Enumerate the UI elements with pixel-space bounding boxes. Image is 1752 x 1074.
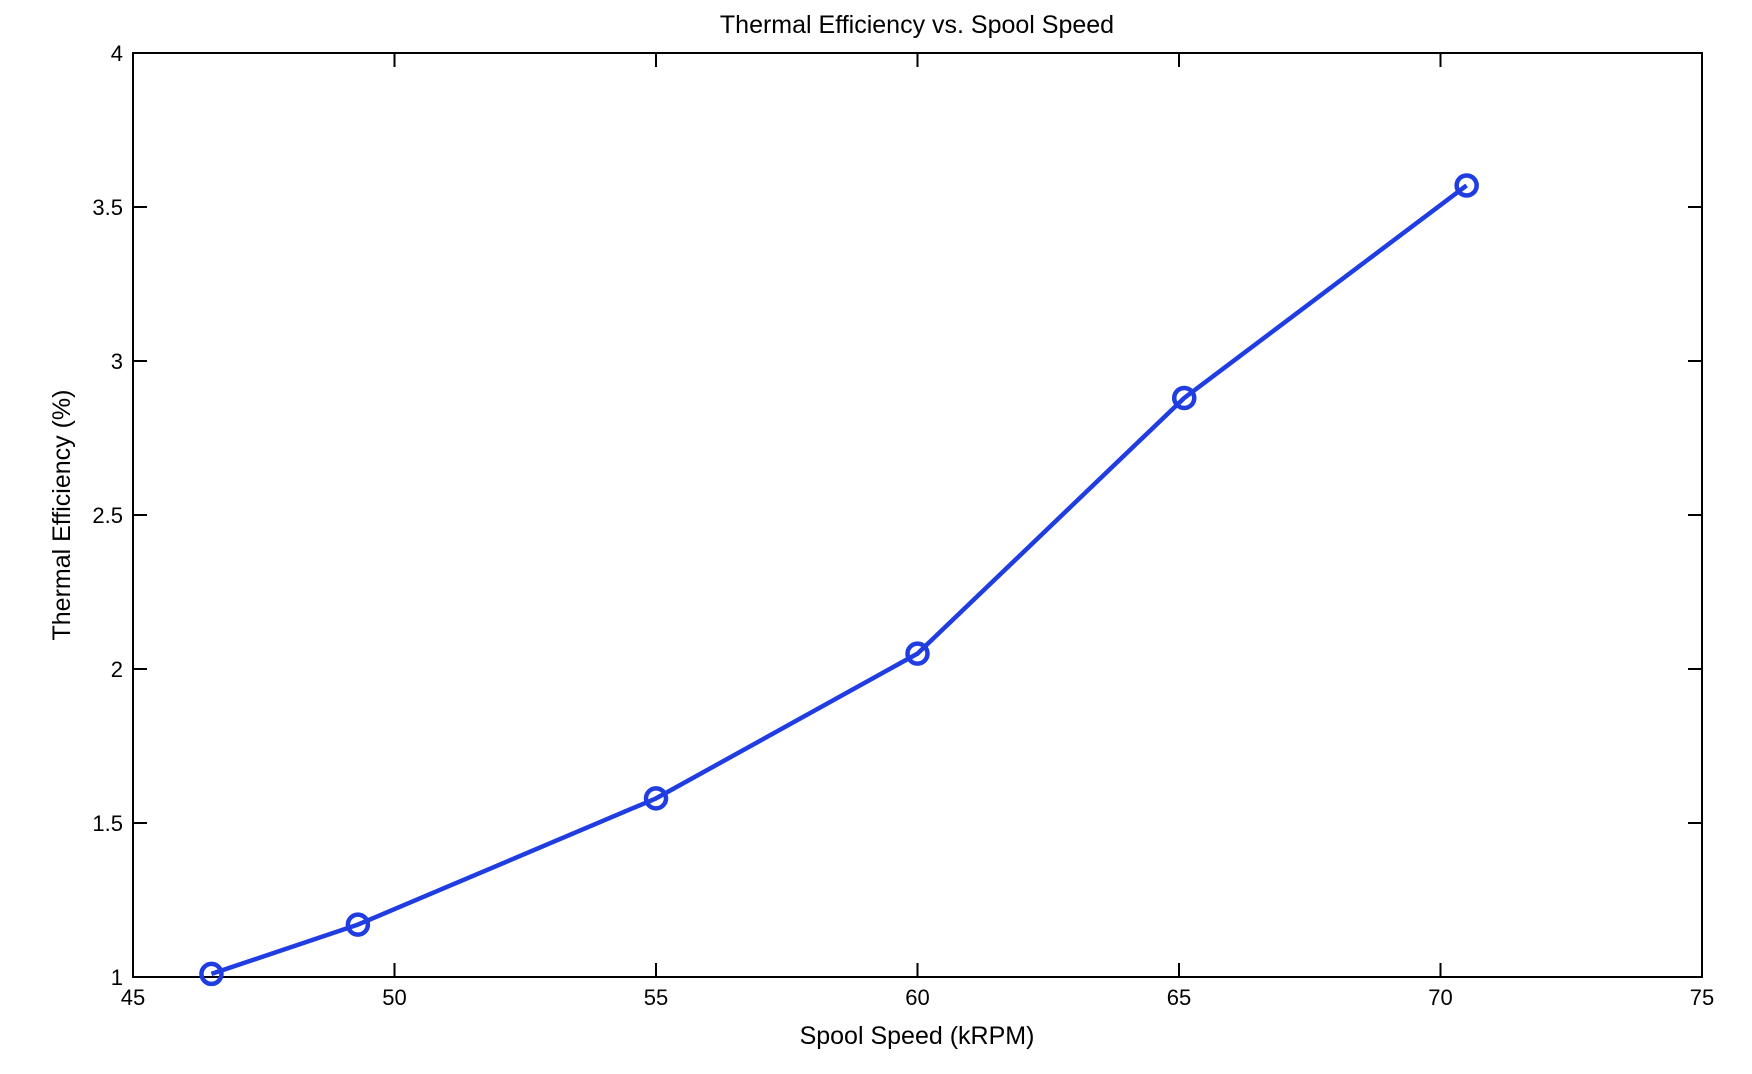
data-point-marker: [643, 786, 669, 811]
y-tick-label: 1.5: [92, 811, 123, 836]
series-layer: [199, 173, 1479, 987]
data-point-marker: [1171, 385, 1197, 411]
x-tick-label: 75: [1690, 985, 1714, 1010]
y-tick-label: 3.5: [92, 195, 123, 220]
data-point-marker: [905, 641, 930, 666]
y-tick-label: 3: [111, 349, 123, 374]
data-point-marker: [345, 912, 371, 937]
axis-tick-labels: 45 50 55 60 65 70 75 1 1.5 2 2.5 3 3.5 4: [92, 41, 1714, 1010]
x-tick-label: 50: [382, 985, 406, 1010]
series-line: [210, 183, 1468, 977]
y-tick-label: 2: [111, 657, 123, 682]
y-tick-label: 4: [111, 41, 123, 66]
y-tick-label: 1: [111, 965, 123, 990]
y-axis-label: Thermal Efficiency (%): [48, 390, 76, 641]
data-point-marker: [1454, 173, 1479, 198]
y-tick-label: 2.5: [92, 503, 123, 528]
plot-background: [133, 53, 1702, 977]
chart-title: Thermal Efficiency vs. Spool Speed: [720, 11, 1114, 39]
x-tick-label: 70: [1428, 985, 1452, 1010]
x-axis-label: Spool Speed (kRPM): [800, 1022, 1035, 1050]
x-tick-label: 65: [1167, 985, 1191, 1010]
data-point-marker: [199, 961, 224, 987]
x-tick-label: 45: [121, 985, 145, 1010]
plot-frame: [132, 52, 1703, 978]
x-tick-label: 55: [644, 985, 668, 1010]
x-tick-label: 60: [905, 985, 929, 1010]
